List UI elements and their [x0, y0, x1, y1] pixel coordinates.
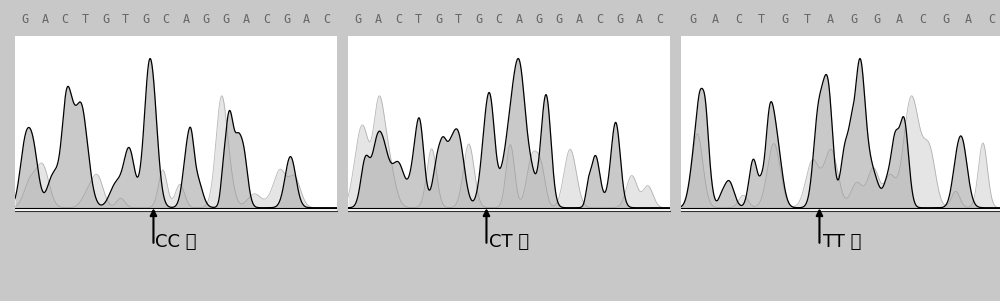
Text: T: T — [758, 14, 765, 26]
Text: G: G — [223, 14, 230, 26]
Text: A: A — [712, 14, 719, 26]
Text: CC 型: CC 型 — [155, 233, 197, 251]
Text: T: T — [415, 14, 422, 26]
Text: A: A — [375, 14, 382, 26]
Text: C: C — [735, 14, 742, 26]
Text: C: C — [162, 14, 170, 26]
Text: A: A — [42, 14, 49, 26]
Text: G: G — [142, 14, 149, 26]
Text: C: C — [919, 14, 926, 26]
Text: C: C — [656, 14, 663, 26]
Text: G: G — [616, 14, 623, 26]
Text: TT 型: TT 型 — [823, 233, 861, 251]
Text: C: C — [495, 14, 502, 26]
Text: G: G — [689, 14, 696, 26]
Text: T: T — [122, 14, 129, 26]
Text: A: A — [243, 14, 250, 26]
Text: C: C — [323, 14, 330, 26]
Text: C: C — [62, 14, 69, 26]
Text: A: A — [576, 14, 583, 26]
Text: A: A — [182, 14, 190, 26]
Text: T: T — [82, 14, 89, 26]
Text: G: G — [102, 14, 109, 26]
Text: T: T — [804, 14, 811, 26]
Text: G: G — [475, 14, 482, 26]
Text: A: A — [636, 14, 643, 26]
Text: C: C — [263, 14, 270, 26]
Text: C: C — [395, 14, 402, 26]
Text: A: A — [965, 14, 972, 26]
Text: C: C — [988, 14, 995, 26]
Text: C: C — [596, 14, 603, 26]
Text: G: G — [203, 14, 210, 26]
Text: CT 型: CT 型 — [489, 233, 529, 251]
Text: G: G — [556, 14, 563, 26]
Text: A: A — [896, 14, 903, 26]
Text: A: A — [827, 14, 834, 26]
Text: G: G — [942, 14, 949, 26]
Text: A: A — [516, 14, 523, 26]
Text: G: G — [354, 14, 362, 26]
Text: T: T — [455, 14, 462, 26]
Text: G: G — [873, 14, 880, 26]
Text: G: G — [435, 14, 442, 26]
Text: A: A — [303, 14, 310, 26]
Text: G: G — [850, 14, 857, 26]
Text: G: G — [283, 14, 290, 26]
Text: G: G — [781, 14, 788, 26]
Text: G: G — [536, 14, 543, 26]
Text: G: G — [22, 14, 29, 26]
